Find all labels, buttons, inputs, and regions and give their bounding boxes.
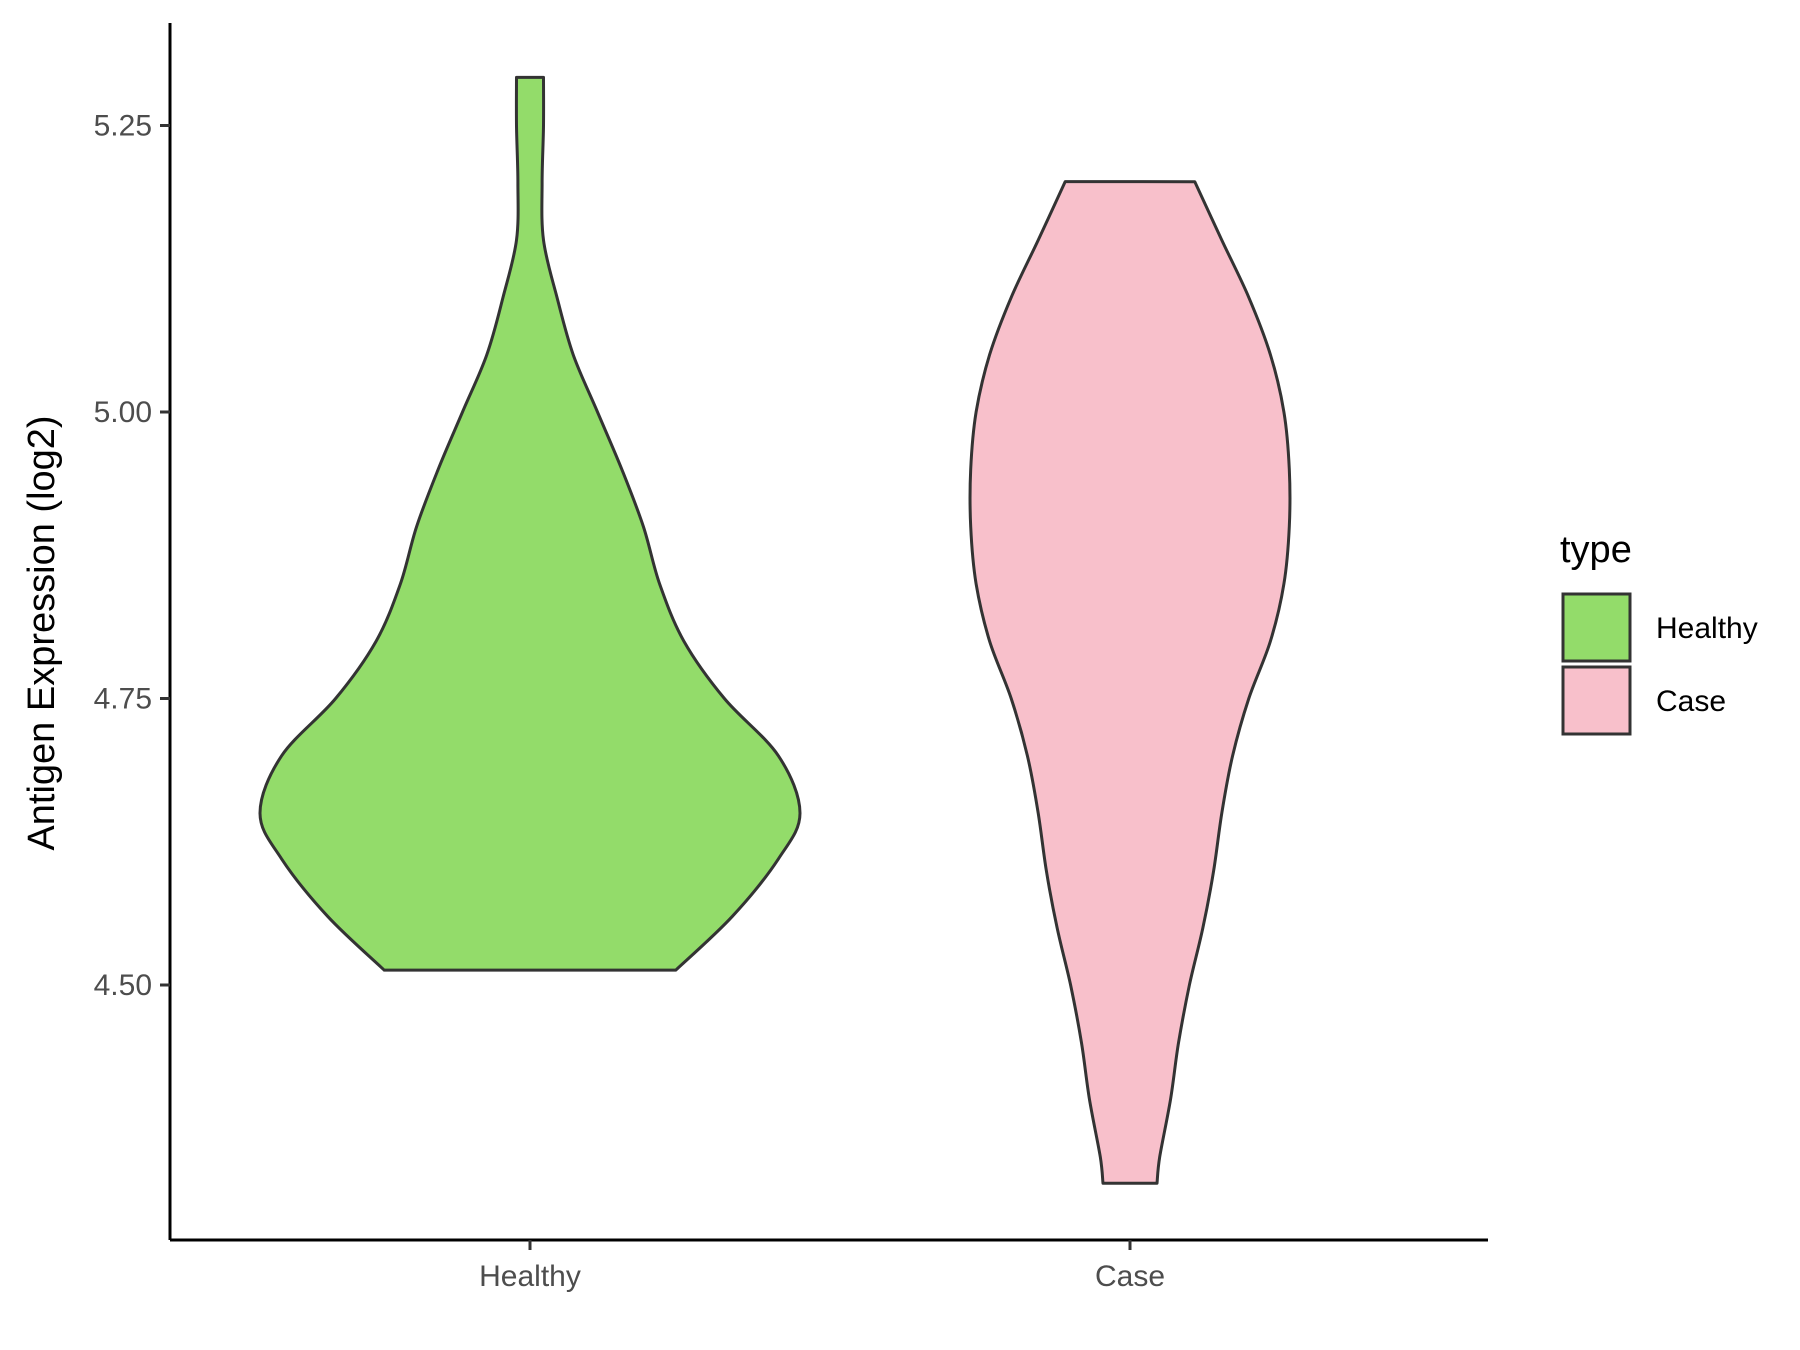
y-axis-ticks: 4.50 4.75 5.00 5.25: [94, 110, 170, 1002]
y-axis-title: Antigen Expression (log2): [21, 415, 63, 850]
legend: type Healthy Case: [1560, 529, 1758, 736]
x-tick-label: Case: [1095, 1260, 1165, 1293]
x-axis-ticks: Healthy Case: [479, 1240, 1165, 1293]
violin-case: [968, 180, 1292, 1185]
legend-swatch-case: [1561, 665, 1632, 736]
legend-swatch-healthy: [1561, 592, 1632, 663]
legend-label-case: Case: [1656, 685, 1726, 718]
legend-title: type: [1560, 529, 1632, 571]
y-tick-label: 5.00: [94, 396, 152, 429]
legend-label-healthy: Healthy: [1656, 612, 1758, 645]
y-tick-label: 4.75: [94, 683, 152, 716]
violin-layer: [258, 75, 1292, 1185]
legend-entries: Healthy Case: [1561, 592, 1758, 736]
x-tick-label: Healthy: [479, 1260, 581, 1293]
violin-healthy: [258, 75, 802, 972]
y-tick-label: 5.25: [94, 110, 152, 143]
y-tick-label: 4.50: [94, 969, 152, 1002]
